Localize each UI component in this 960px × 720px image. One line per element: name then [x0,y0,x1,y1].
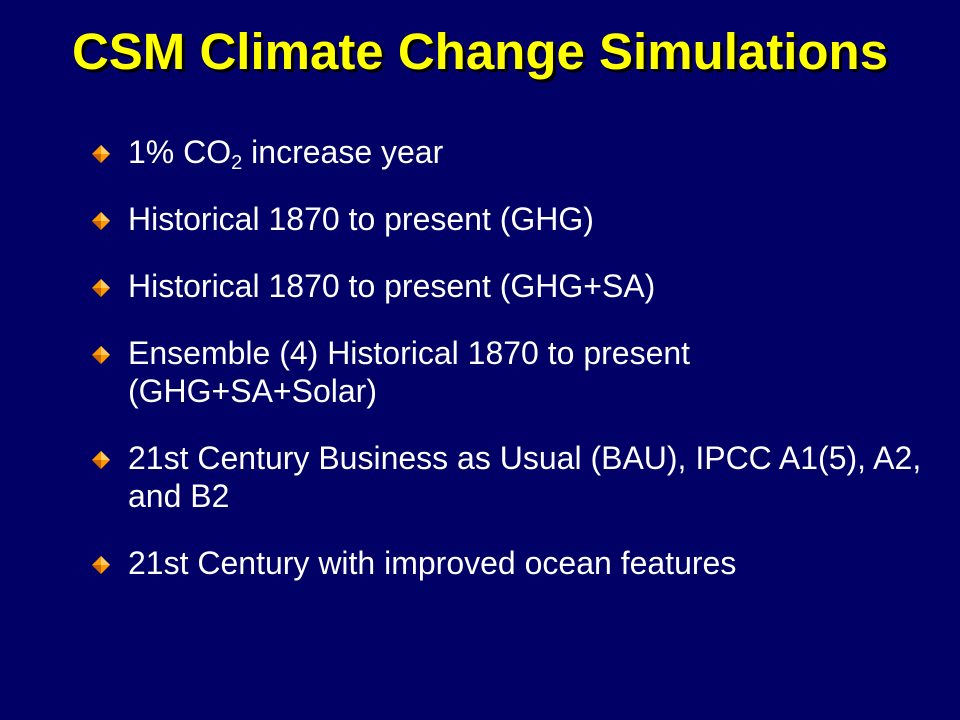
diamond-bullet-icon [92,346,110,364]
bullet-text: Historical 1870 to present (GHG+SA) [128,268,656,304]
bullet-text: 21st Century Business as Usual (BAU), IP… [128,440,922,514]
diamond-bullet-icon [92,279,110,297]
slide-title: CSM Climate Change Simulations [71,23,889,80]
subscript: 2 [231,152,243,174]
bullet-list: 1% CO2 increase year Historical 1870 to … [92,133,922,611]
bullet-text: Ensemble (4) Historical 1870 to present … [128,335,691,409]
bullet-item: Historical 1870 to present (GHG+SA) [92,267,922,305]
bullet-item: Historical 1870 to present (GHG) [92,200,922,238]
diamond-bullet-icon [92,556,110,574]
bullet-item: 1% CO2 increase year [92,133,922,174]
diamond-bullet-icon [92,212,110,230]
bullet-text: Historical 1870 to present (GHG) [128,201,594,237]
bullet-item: 21st Century with improved ocean feature… [92,544,922,582]
diamond-bullet-icon [92,145,110,163]
diamond-bullet-icon [92,451,110,469]
bullet-text: 21st Century with improved ocean feature… [128,545,737,581]
bullet-text: 1% CO2 increase year [128,134,444,174]
bullet-item: 21st Century Business as Usual (BAU), IP… [92,439,922,515]
bullet-item: Ensemble (4) Historical 1870 to present … [92,334,922,410]
